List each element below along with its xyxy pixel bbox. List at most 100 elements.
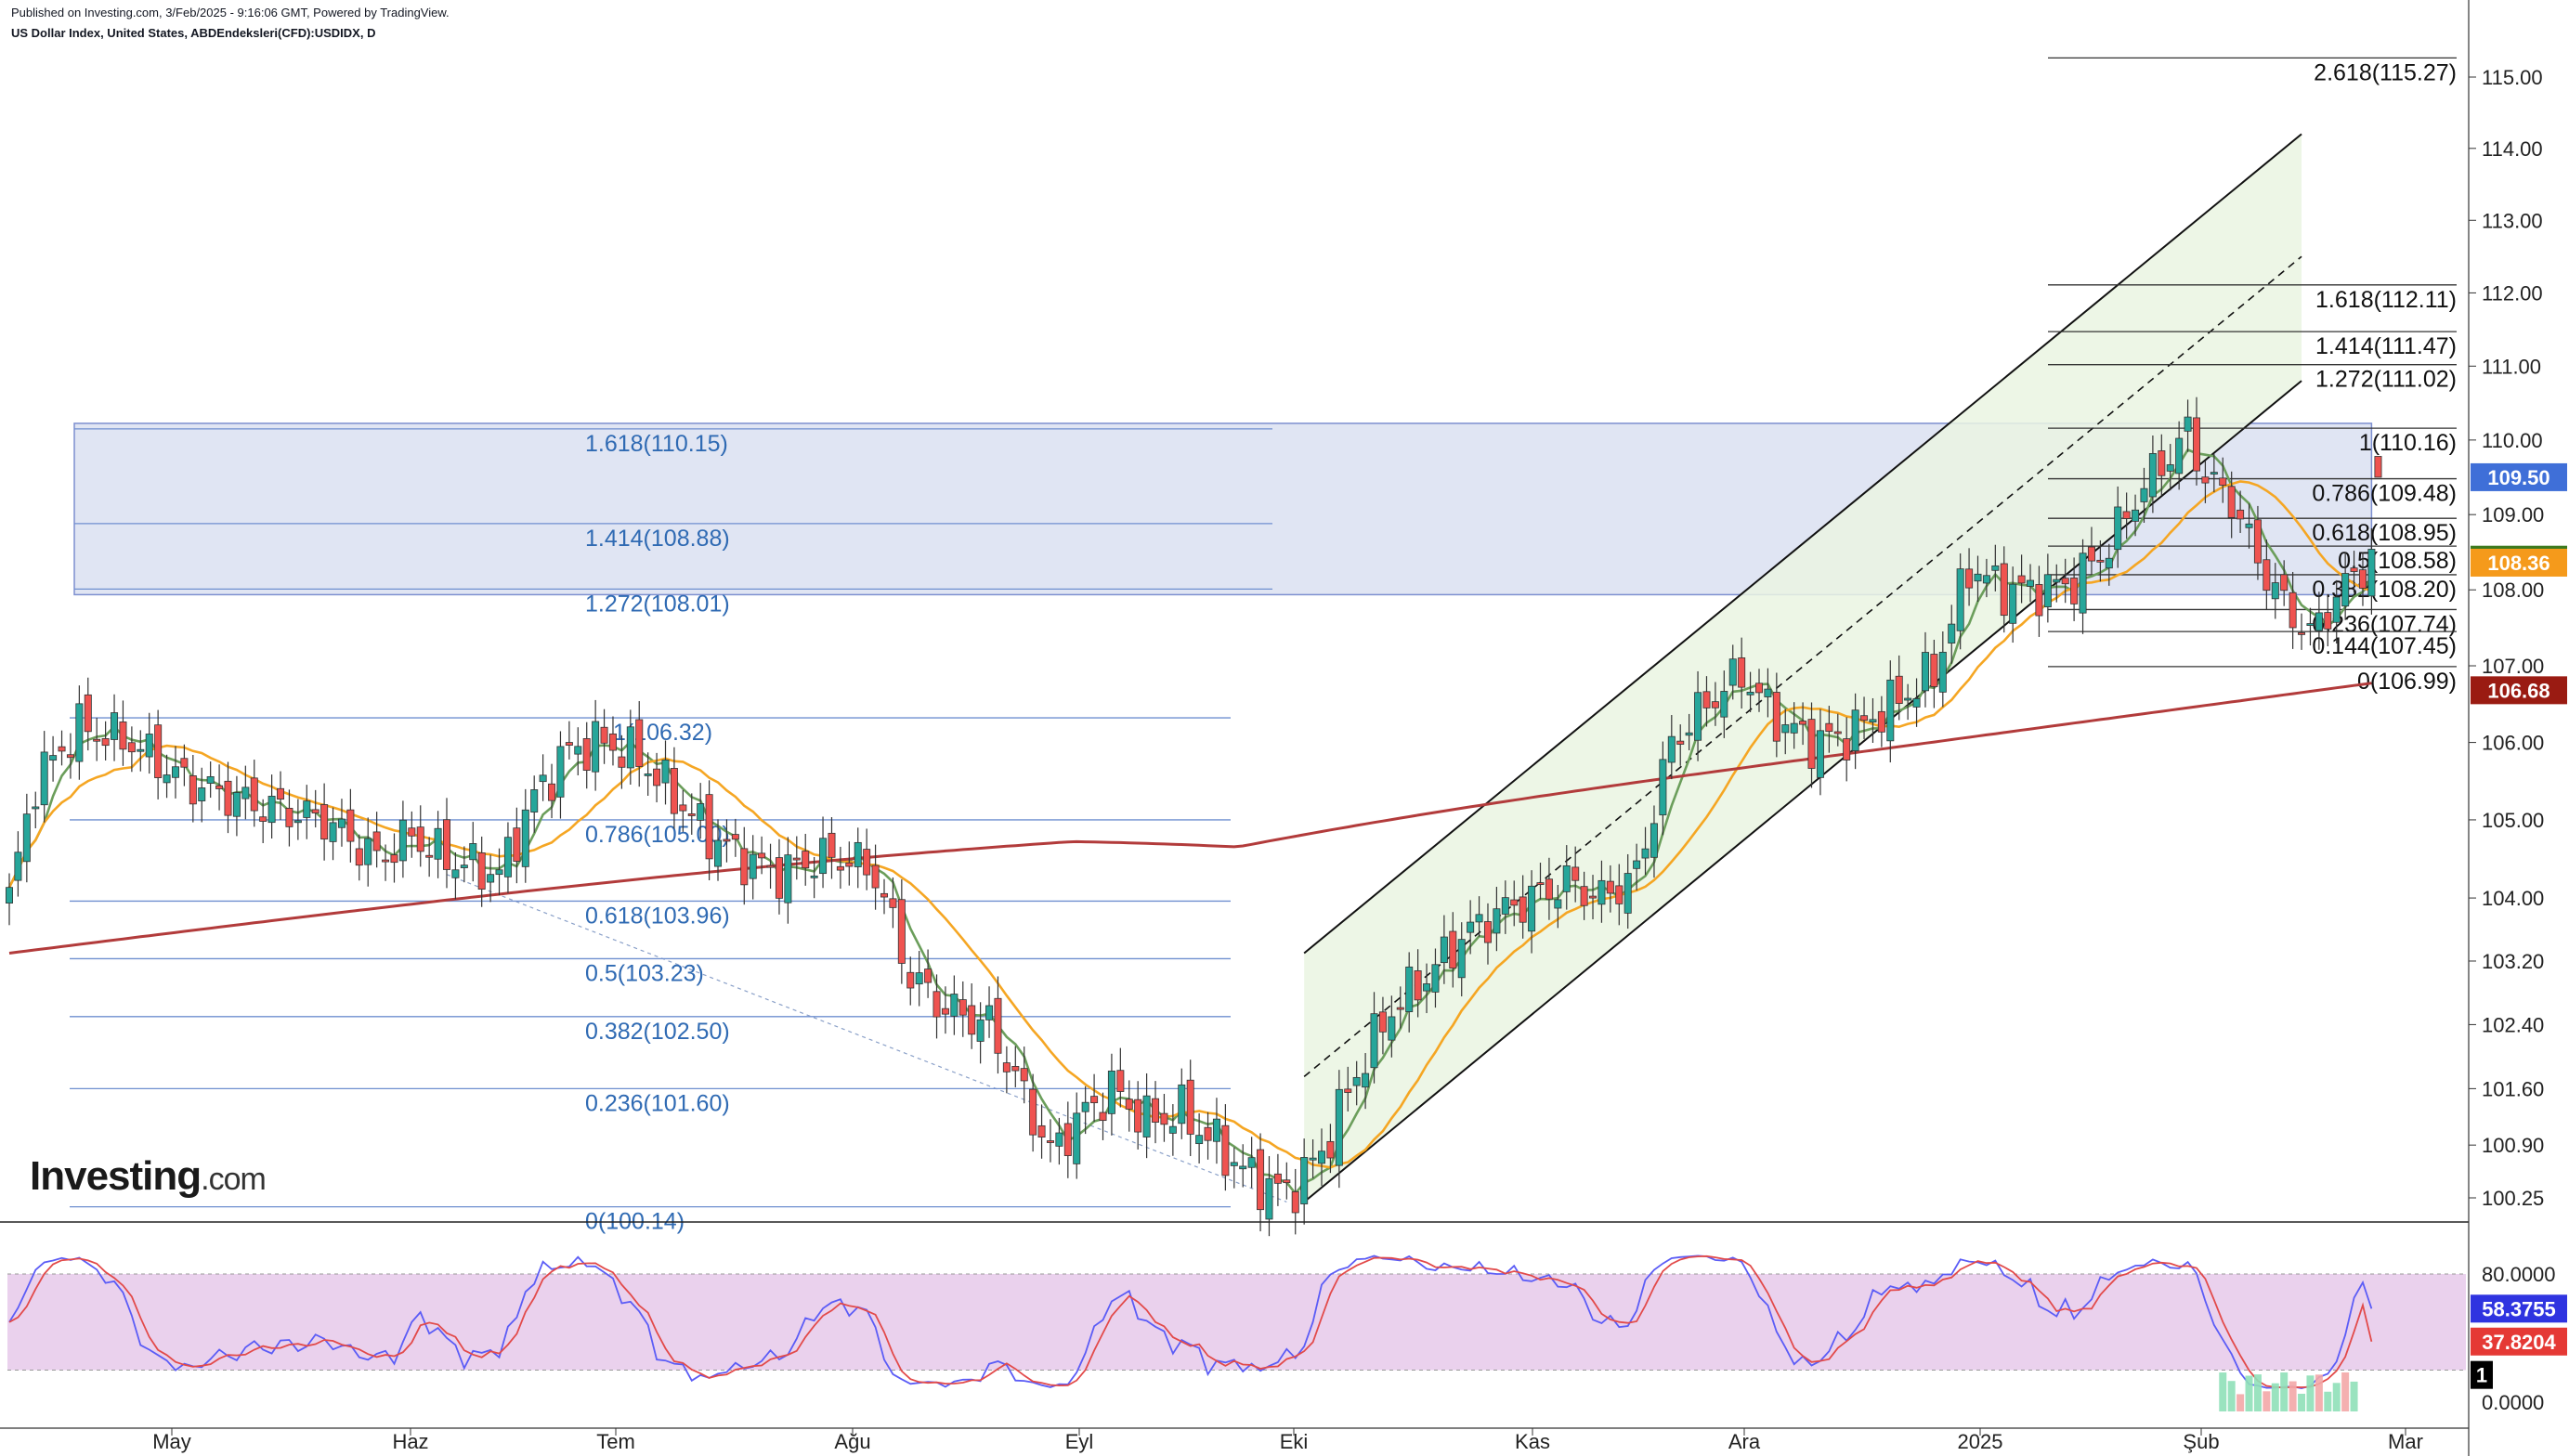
candle-body [1002, 1062, 1011, 1072]
candle-body [1090, 1096, 1099, 1104]
candle-body [880, 892, 889, 898]
x-tick-label: May [152, 1430, 191, 1453]
candle-body [355, 848, 363, 866]
x-tick-label: Eki [1280, 1430, 1309, 1453]
osc-tick-label: 80.0000 [2482, 1263, 2556, 1286]
candle-body [1239, 1165, 1247, 1170]
candle-body [119, 722, 127, 750]
candle-body [1493, 908, 1501, 934]
candle-body [487, 874, 495, 883]
candle-body [469, 843, 477, 861]
candle-body [1772, 692, 1780, 742]
fib-right-label: 0.144(107.45) [2312, 633, 2457, 659]
candle-body [915, 972, 923, 985]
published-note: Published on Investing.com, 3/Feb/2025 -… [11, 6, 450, 20]
stoch-histogram-bar [2263, 1391, 2271, 1411]
candle-body [1659, 759, 1667, 816]
candle-body [819, 838, 828, 875]
candle-body [802, 851, 810, 869]
candle-body [2096, 559, 2105, 563]
candle-body [425, 854, 434, 858]
candle-body [1291, 1191, 1299, 1214]
candle-body [1790, 722, 1798, 734]
instrument-title: US Dollar Index, United States, ABDEndek… [11, 26, 376, 40]
candle-body [1168, 1125, 1177, 1134]
candle-body [372, 831, 381, 852]
x-tick-label: Mar [2388, 1430, 2423, 1453]
candle-body [1738, 657, 1746, 688]
candle-body [1501, 897, 1509, 915]
price-tag [2471, 676, 2567, 705]
fib-right-label: 0.786(109.48) [2312, 481, 2457, 507]
candle-body [49, 755, 58, 761]
candle-body [1046, 1140, 1054, 1143]
candle-body [434, 827, 442, 860]
candle-body [2087, 546, 2095, 562]
candle-body [740, 848, 749, 886]
fib-left-label: 0.5(103.23) [585, 960, 704, 986]
candle-body [1362, 1072, 1370, 1088]
candle-body [382, 859, 390, 863]
candle-body [1528, 885, 1536, 932]
y-tick-label: 115.00 [2482, 66, 2543, 89]
candle-body [1230, 1162, 1238, 1166]
candle-body [1851, 709, 1859, 751]
osc-tag-label: 1 [2476, 1364, 2487, 1387]
candle-body [985, 1005, 994, 1020]
candle-body [2263, 559, 2271, 592]
candle-body [111, 712, 119, 740]
candle-body [241, 786, 250, 800]
candle-body [784, 854, 792, 904]
y-tick-label: 108.00 [2482, 578, 2544, 602]
candle-body [1746, 691, 1754, 696]
candle-body [477, 852, 486, 890]
candle-body [697, 803, 705, 821]
stoch-histogram-bar [2332, 1383, 2341, 1411]
candle-body [2140, 488, 2148, 502]
candle-body [154, 724, 163, 778]
candle-body [845, 862, 854, 867]
y-tick-label: 102.40 [2482, 1013, 2544, 1036]
candle-body [40, 751, 48, 806]
fib-right-label: 0.618(108.95) [2312, 520, 2457, 546]
fib-right-label: 0(106.99) [2357, 669, 2457, 695]
candle-body [1633, 860, 1641, 869]
candle-body [582, 738, 591, 771]
candle-body [608, 733, 617, 751]
candle-body [1483, 921, 1492, 943]
candle-body [1860, 715, 1869, 722]
candle-body [1247, 1157, 1256, 1168]
candle-body [924, 968, 932, 983]
candle-body [863, 849, 871, 876]
candle-body [2122, 511, 2131, 519]
candle-body [705, 794, 713, 860]
candle-body [513, 827, 521, 862]
candle-body [1694, 692, 1702, 741]
candle-body [206, 775, 215, 784]
candle-body [1063, 1123, 1072, 1156]
candle-body [2148, 453, 2157, 498]
candle-body [66, 754, 74, 759]
x-tick-label: Haz [392, 1430, 428, 1453]
candle-body [2105, 557, 2113, 569]
candle-body [364, 838, 372, 865]
candle-body [495, 869, 503, 876]
candle-body [2253, 519, 2262, 564]
candle-body [1921, 652, 1929, 692]
candle-body [1370, 1013, 1378, 1069]
candle-body [1562, 864, 1571, 892]
candle-body [1606, 880, 1614, 894]
candle-body [1107, 1071, 1115, 1114]
candle-body [1440, 936, 1448, 964]
candle-body [14, 852, 22, 881]
candle-body [2280, 574, 2289, 592]
candle-body [556, 746, 565, 798]
osc-tag-label: 37.8204 [2482, 1331, 2556, 1354]
candle-body [1965, 568, 1974, 589]
y-tick-label: 100.25 [2482, 1187, 2544, 1210]
candle-body [1807, 719, 1816, 769]
candle-body [2053, 578, 2061, 583]
stoch-histogram-bar [2298, 1393, 2306, 1411]
candle-body [1956, 568, 1964, 631]
